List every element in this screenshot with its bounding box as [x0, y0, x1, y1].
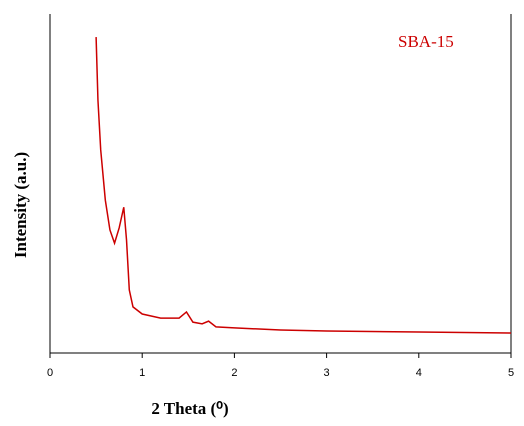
x-tick-label: 5: [508, 367, 514, 379]
legend-entry: SBA-15: [398, 32, 454, 51]
data-line: [95, 37, 512, 334]
x-tick-label: 4: [416, 367, 422, 379]
x-tick-label: 1: [139, 367, 145, 379]
y-axis-label: Intensity (a.u.): [11, 152, 30, 258]
x-tick-label: 2: [231, 367, 237, 379]
x-tick-label: 3: [324, 367, 330, 379]
x-tick-label: 0: [47, 367, 53, 379]
x-axis-label: 2 Theta (⁰): [151, 399, 228, 418]
